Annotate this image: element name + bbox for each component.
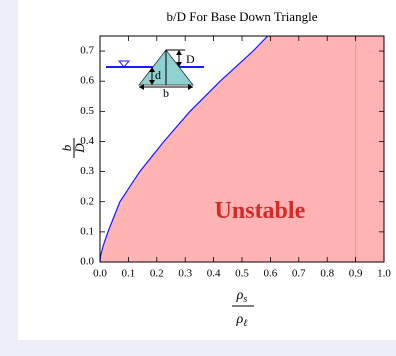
arrow-head (188, 84, 193, 90)
x-tick-label: 0.4 (207, 268, 221, 280)
arrow-head (149, 80, 155, 85)
x-label: ρs ρℓ (232, 288, 254, 329)
x-label-denominator: ρℓ (236, 312, 248, 329)
x-tick-label: 1.0 (377, 268, 391, 280)
x-tick-label: 0.2 (150, 268, 164, 280)
y-tick-label: 0.2 (80, 195, 94, 207)
y-tick-label: 0.5 (80, 105, 94, 117)
y-label: b D (59, 138, 87, 158)
x-tick-label: 0.3 (178, 268, 192, 280)
x-label-denominator-sub: ℓ (243, 318, 247, 329)
x-tick-label: 0.7 (292, 268, 306, 280)
y-tick-label: 0.3 (80, 165, 94, 177)
x-label-numerator-symbol: ρ (236, 288, 244, 303)
x-label-denominator-symbol: ρ (236, 312, 244, 327)
inset-label: D (186, 52, 195, 66)
x-tick-label: 0.8 (320, 268, 334, 280)
y-tick-label: 0.7 (80, 45, 94, 57)
y-label-numerator: b (59, 144, 74, 151)
y-label-denominator: D (72, 143, 87, 154)
y-tick-label: 0.6 (80, 75, 94, 87)
arrow-head (149, 67, 155, 72)
x-tick-label: 0.5 (235, 268, 249, 280)
y-tick-label: 0.0 (80, 256, 94, 268)
unstable-region (100, 36, 384, 262)
y-tick-label: 0.1 (80, 225, 94, 237)
inset-label: b (163, 86, 169, 100)
inset-label: d (155, 68, 161, 82)
arrow-head (139, 84, 144, 90)
x-tick-label: 0.1 (122, 268, 136, 280)
inset-diagram: D d b (106, 49, 204, 100)
x-label-numerator: ρs (236, 288, 248, 305)
annotation: Unstable (215, 198, 306, 224)
x-label-numerator-sub: s (243, 294, 247, 305)
boundary-line (99, 35, 268, 263)
x-tick-label: 0.0 (93, 268, 107, 280)
x-tick-label: 0.9 (349, 268, 363, 280)
chart-title: b/D For Base Down Triangle (167, 9, 318, 24)
y-tick-label: 0.4 (80, 135, 94, 147)
arrow-head (176, 62, 182, 67)
water-symbol (117, 60, 131, 68)
plot-area: Unstable 0.0 0.1 0.2 0.3 0.4 0.5 0.6 0.7 0.8 0.9 1.… (80, 35, 391, 280)
x-tick-label: 0.6 (264, 268, 278, 280)
arrow-head (176, 50, 182, 55)
